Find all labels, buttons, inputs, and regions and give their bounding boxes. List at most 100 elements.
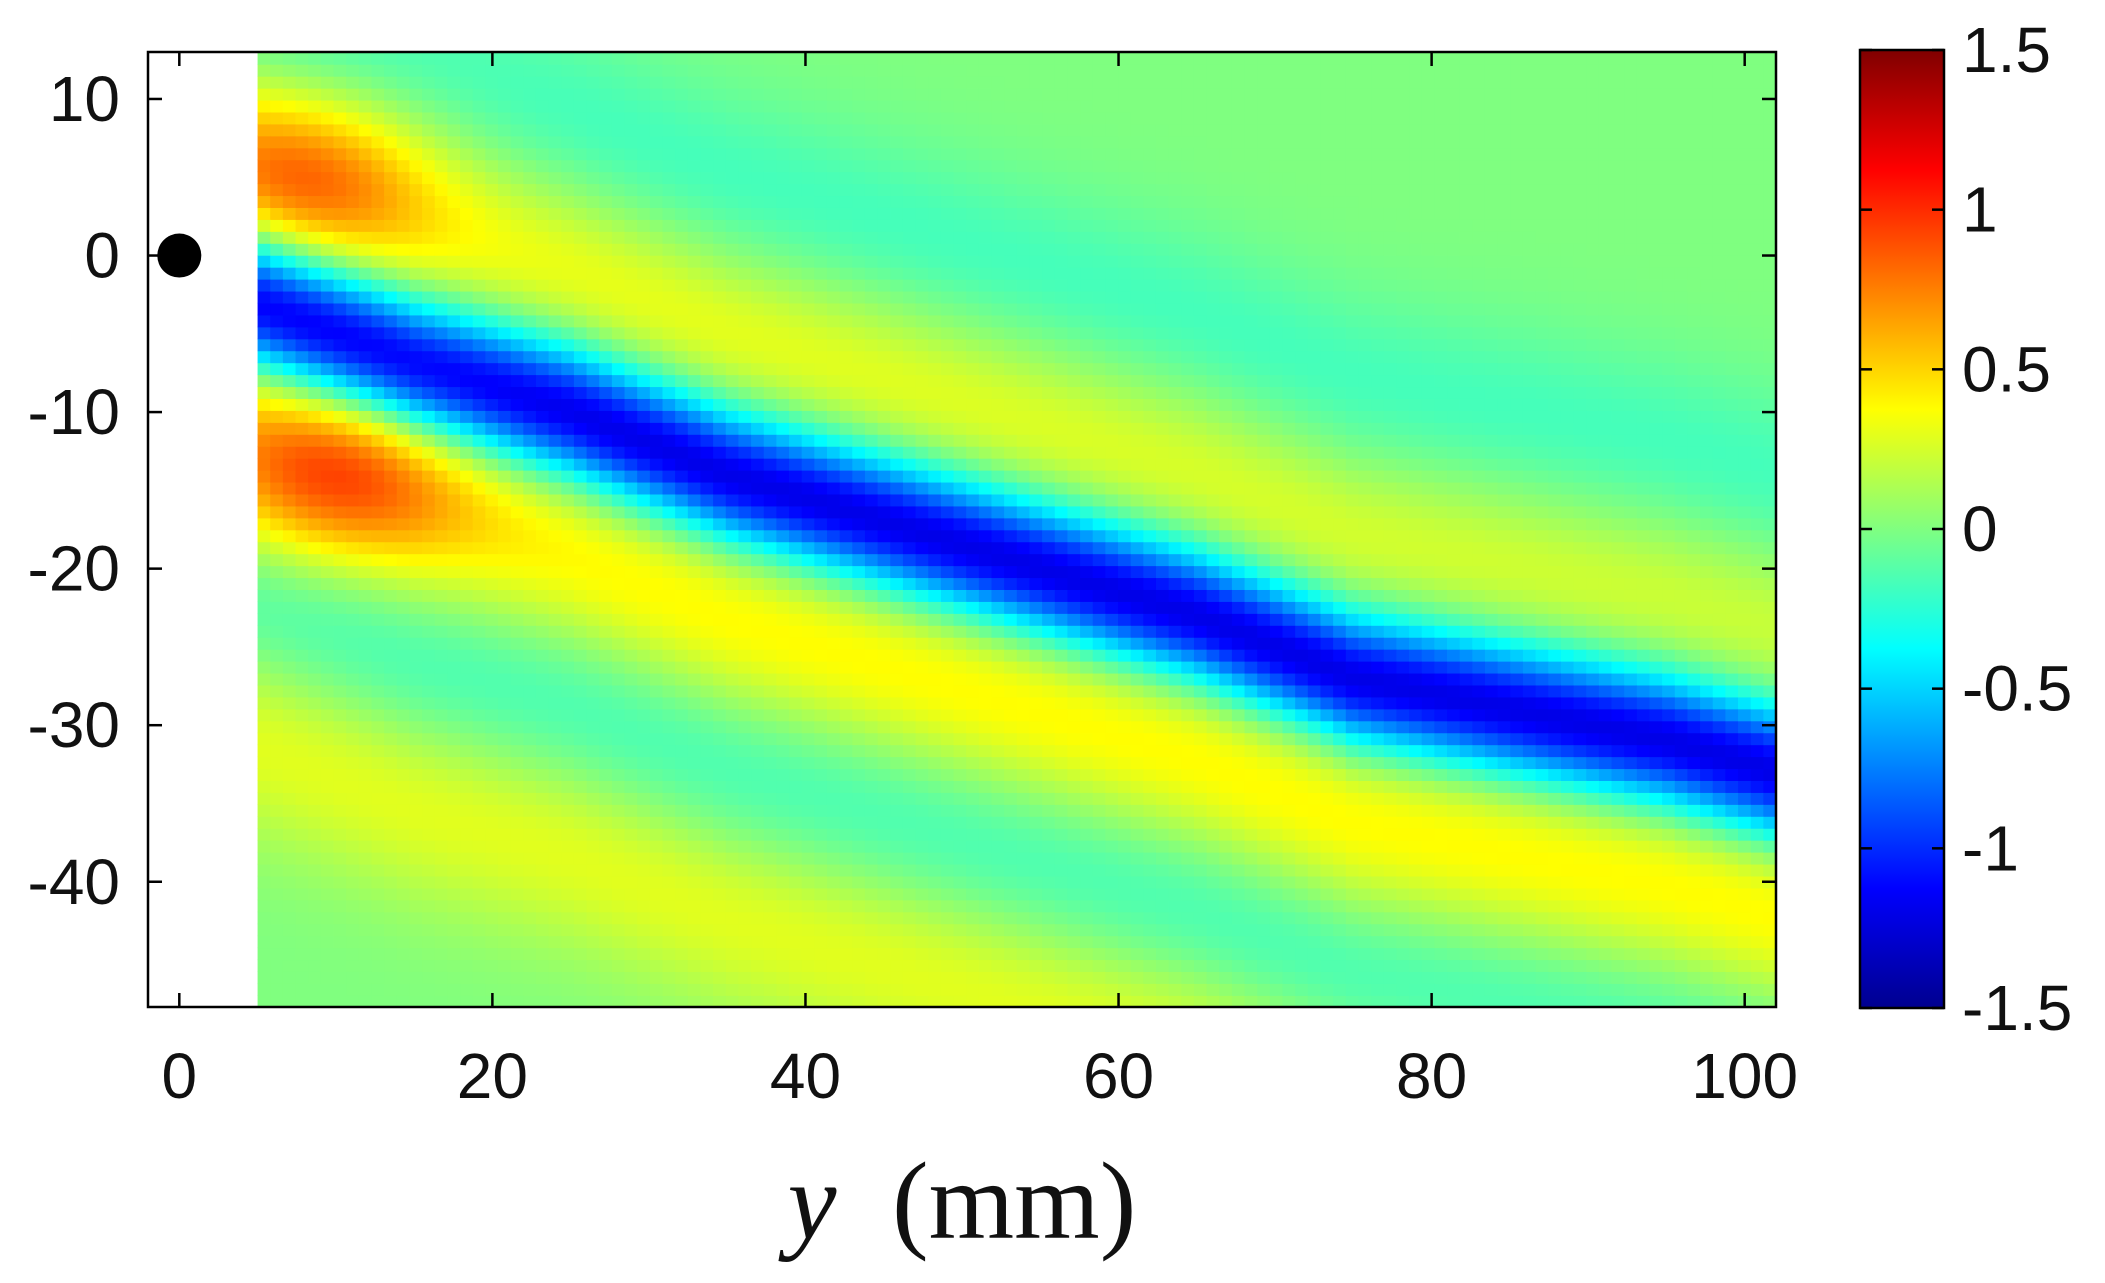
heatmap-cell — [953, 923, 967, 937]
heatmap-cell — [548, 219, 563, 232]
heatmap-cell — [763, 625, 778, 638]
heatmap-cell — [497, 290, 512, 304]
heatmap-cell — [801, 887, 816, 901]
heatmap-cell — [789, 756, 803, 770]
heatmap-cell — [611, 493, 626, 507]
heatmap-cell — [1029, 696, 1043, 710]
heatmap-cell — [447, 445, 461, 459]
heatmap-cell — [523, 410, 537, 423]
heatmap-cell — [864, 505, 879, 519]
heatmap-cell — [586, 159, 601, 173]
heatmap-cell — [637, 756, 651, 770]
heatmap-cell — [295, 99, 309, 113]
heatmap-cell — [548, 517, 563, 531]
heatmap-cell — [270, 183, 284, 197]
heatmap-cell — [826, 481, 841, 495]
heatmap-cell — [700, 613, 714, 626]
heatmap-cell — [852, 804, 866, 817]
heatmap-cell — [928, 541, 942, 555]
heatmap-cell — [573, 636, 588, 650]
heatmap-cell — [1016, 135, 1031, 149]
heatmap-cell — [358, 171, 373, 185]
heatmap-cell — [257, 87, 272, 101]
heatmap-cell — [396, 792, 411, 805]
heatmap-cell — [447, 911, 461, 925]
heatmap-cell — [637, 278, 651, 292]
heatmap-cell — [548, 899, 563, 913]
heatmap-cell — [1016, 648, 1031, 662]
heatmap-cell — [675, 99, 689, 113]
heatmap-cell — [978, 422, 993, 435]
heatmap-cell — [460, 302, 474, 316]
heatmap-cell — [611, 553, 626, 567]
heatmap-cell — [358, 87, 373, 101]
heatmap-cell — [371, 983, 385, 996]
heatmap-cell — [890, 63, 904, 77]
heatmap-cell — [725, 123, 740, 137]
heatmap-cell — [472, 887, 487, 901]
heatmap-cell — [333, 636, 347, 650]
heatmap-cell — [953, 290, 967, 304]
heatmap-cell — [687, 732, 702, 746]
heatmap-cell — [738, 732, 752, 746]
heatmap-cell — [346, 75, 360, 89]
heatmap-cell — [687, 231, 702, 244]
heatmap-cell — [890, 75, 904, 89]
heatmap-cell — [1004, 529, 1018, 543]
heatmap-cell — [801, 493, 816, 507]
heatmap-cell — [738, 804, 752, 817]
heatmap-cell — [662, 290, 676, 304]
heatmap-cell — [637, 434, 651, 447]
heatmap-cell — [902, 684, 917, 698]
heatmap-cell — [839, 254, 854, 268]
heatmap-cell — [1016, 995, 1031, 1008]
heatmap-cell — [409, 99, 423, 113]
heatmap-cell — [472, 434, 487, 447]
heatmap-cell — [991, 517, 1005, 531]
heatmap-cell — [637, 326, 651, 340]
heatmap-cell — [814, 481, 828, 495]
heatmap-cell — [915, 410, 930, 423]
heatmap-cell — [409, 565, 423, 579]
heatmap-cell — [814, 338, 828, 352]
heatmap-cell — [725, 720, 740, 734]
heatmap-cell — [611, 780, 626, 793]
heatmap-cell — [890, 601, 904, 614]
heatmap-cell — [776, 314, 790, 328]
heatmap-cell — [624, 171, 638, 185]
heatmap-cell — [687, 780, 702, 793]
heatmap-cell — [649, 87, 664, 101]
heatmap-cell — [776, 278, 790, 292]
heatmap-cell — [1029, 983, 1043, 996]
heatmap-cell — [371, 111, 385, 125]
heatmap-cell — [320, 959, 335, 972]
heatmap-cell — [510, 422, 525, 435]
heatmap-cell — [447, 541, 461, 555]
heatmap-cell — [510, 219, 525, 232]
heatmap-cell — [864, 123, 879, 137]
heatmap-cell — [472, 493, 487, 507]
heatmap-cell — [763, 135, 778, 149]
heatmap-cell — [839, 398, 854, 411]
heatmap-cell — [991, 374, 1005, 388]
heatmap-cell — [940, 350, 955, 364]
heatmap-cell — [257, 947, 272, 961]
heatmap-cell — [966, 696, 980, 710]
heatmap-cell — [295, 135, 309, 149]
heatmap-cell — [384, 266, 398, 280]
heatmap-cell — [422, 935, 436, 949]
heatmap-cell — [814, 720, 828, 734]
heatmap-cell — [1016, 266, 1031, 280]
heatmap-cell — [561, 374, 575, 388]
heatmap-cell — [624, 254, 638, 268]
heatmap-cell — [725, 231, 740, 244]
heatmap-cell — [1029, 481, 1043, 495]
heatmap-cell — [523, 135, 537, 149]
heatmap-cell — [523, 541, 537, 555]
heatmap-cell — [662, 493, 676, 507]
heatmap-cell — [308, 505, 322, 519]
heatmap-cell — [573, 768, 588, 781]
heatmap-cell — [358, 159, 373, 173]
heatmap-cell — [852, 732, 866, 746]
heatmap-cell — [852, 983, 866, 996]
